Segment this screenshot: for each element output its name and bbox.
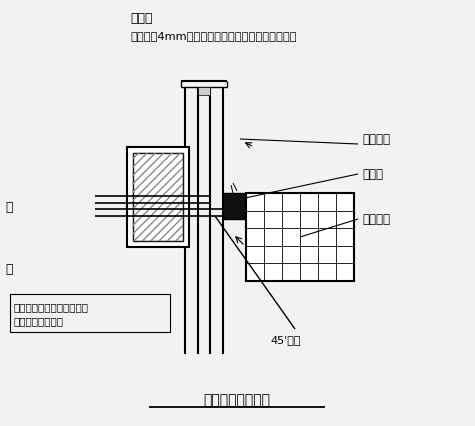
Text: 模组箱体: 模组箱体 — [362, 133, 390, 146]
Text: 耐候胶: 耐候胶 — [362, 168, 383, 181]
Text: 码: 码 — [5, 201, 12, 214]
Bar — [127, 148, 189, 248]
Text: 45'斜角: 45'斜角 — [270, 334, 301, 344]
Bar — [198, 88, 210, 96]
Text: 骨: 骨 — [5, 263, 12, 276]
Text: 说明：: 说明： — [130, 12, 152, 24]
Bar — [10, 294, 170, 332]
Bar — [246, 193, 354, 281]
Text: 显示模块: 显示模块 — [362, 213, 390, 226]
Bar — [133, 154, 183, 242]
Bar — [223, 193, 245, 219]
Text: （包边材料未定）: （包边材料未定） — [14, 315, 64, 325]
Text: 装修板为4mm厚优质双面铝塑板。采用密封拼装。: 装修板为4mm厚优质双面铝塑板。采用密封拼装。 — [130, 31, 296, 41]
Text: 屏体两侧连接节点: 屏体两侧连接节点 — [203, 392, 270, 406]
Bar — [133, 154, 183, 242]
Text: 包边由专业厂家设计并施工: 包边由专业厂家设计并施工 — [14, 301, 89, 311]
